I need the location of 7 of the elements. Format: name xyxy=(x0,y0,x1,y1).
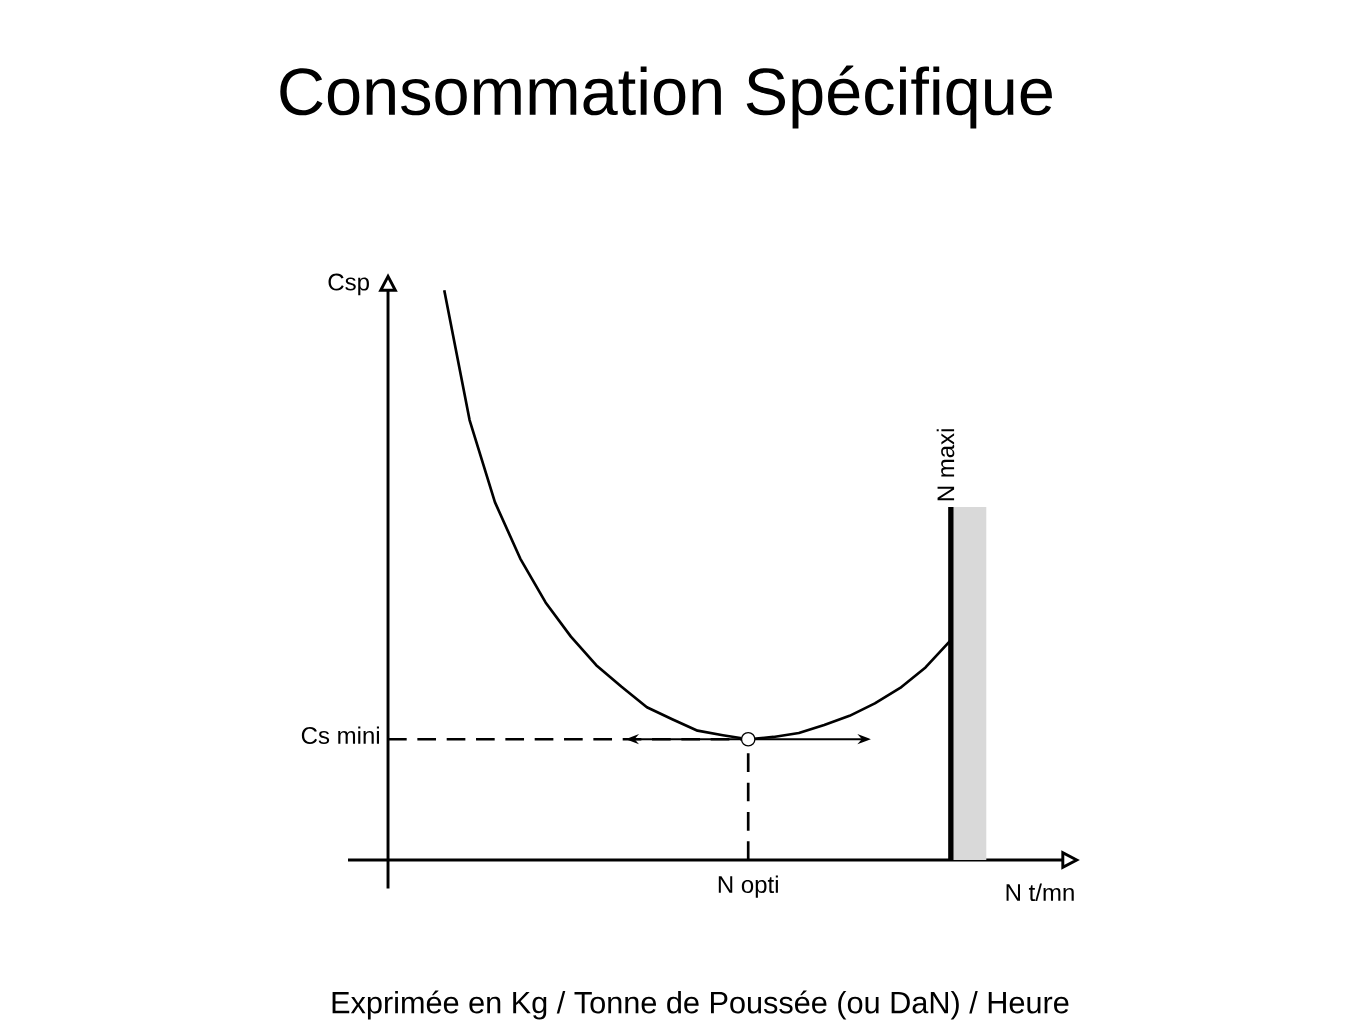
ref-line-label: Cs mini xyxy=(301,726,380,745)
y-axis-title: Csp xyxy=(328,273,369,296)
chart-title: Consommation Spécifique xyxy=(280,65,1052,129)
text: Exprimée en Kg / Tonne de Poussée (ou DaN) / Heure xyxy=(332,990,1069,1020)
text: N maxi xyxy=(936,429,955,501)
x-axis-title: N t/mn xyxy=(1006,883,1074,902)
text: N opti xyxy=(718,875,778,898)
